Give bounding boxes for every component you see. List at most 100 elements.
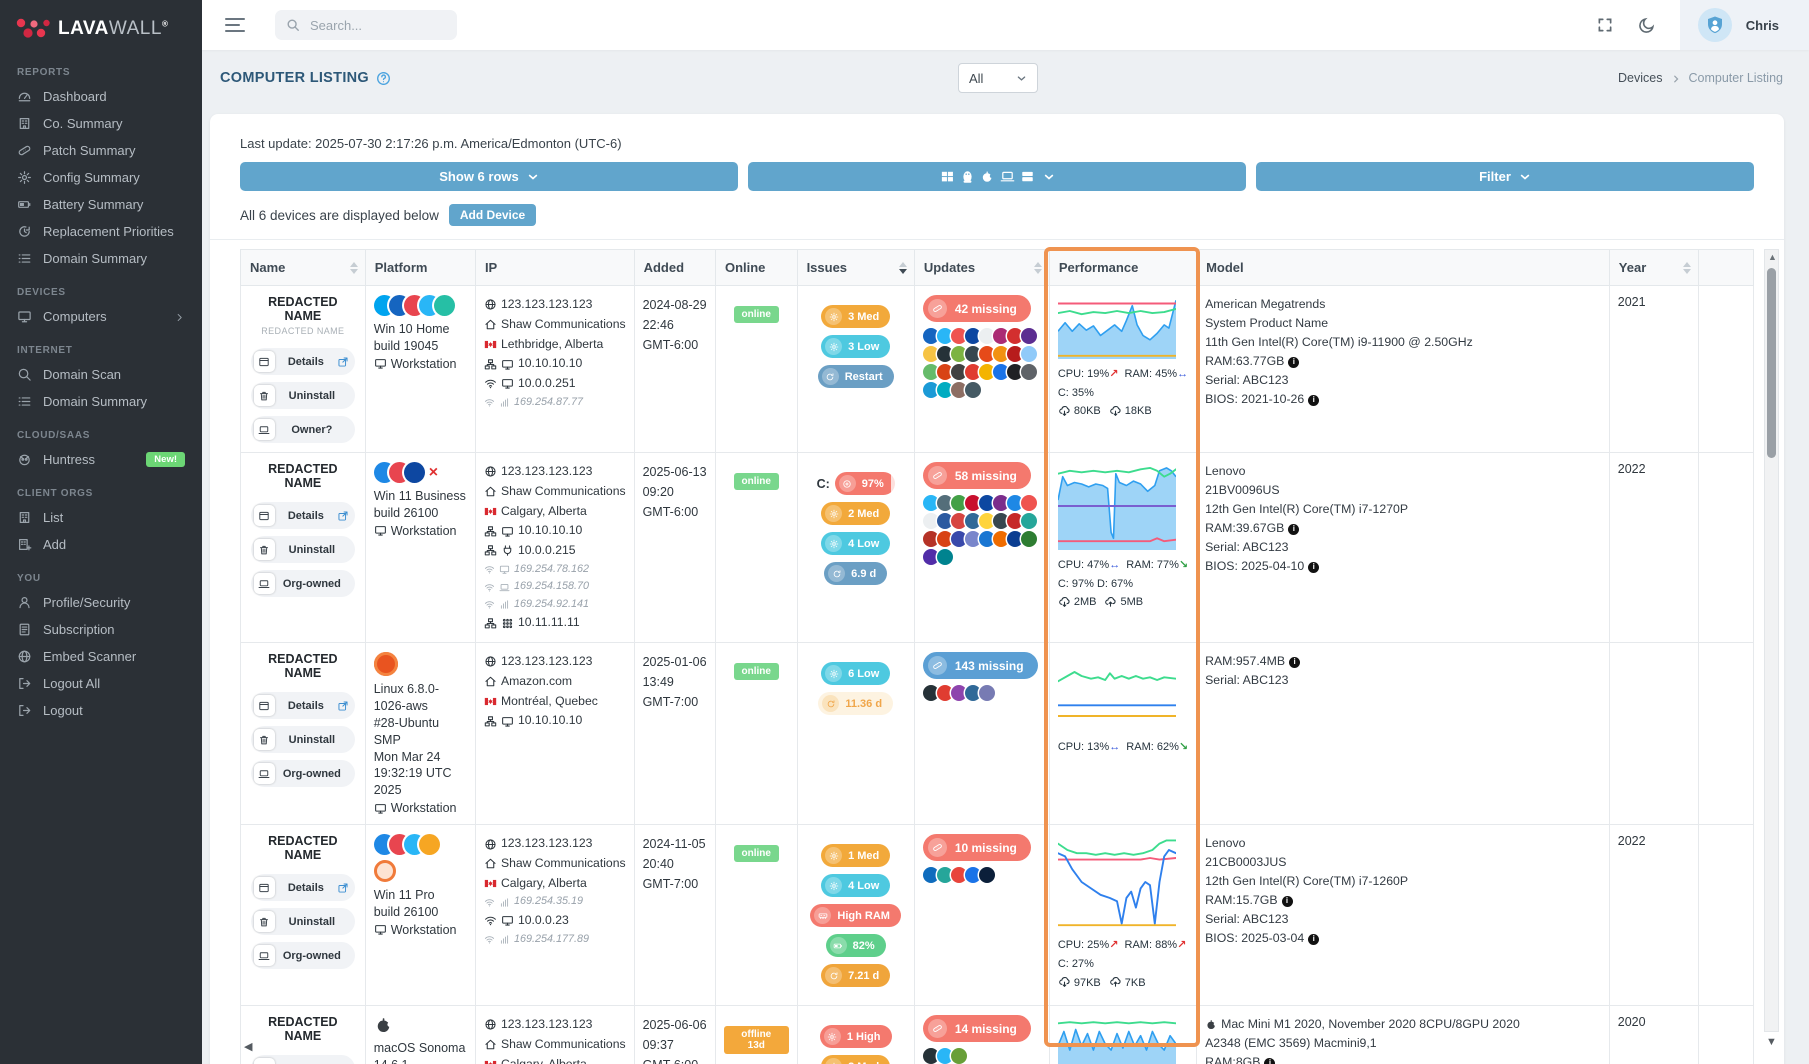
org-owned-button[interactable]: Org-owned bbox=[250, 570, 355, 597]
sidebar-item-domain-summary[interactable]: Domain Summary bbox=[0, 388, 202, 415]
info-icon[interactable]: i bbox=[1281, 896, 1293, 907]
sidebar-item-subscription[interactable]: Subscription bbox=[0, 616, 202, 643]
updates-missing-badge[interactable]: 10 missing bbox=[922, 834, 1031, 862]
details-button[interactable]: Details bbox=[250, 502, 355, 529]
sidebar-item-logout-all[interactable]: Logout All bbox=[0, 670, 202, 697]
sidebar-item-config-summary[interactable]: Config Summary bbox=[0, 164, 202, 191]
issue-pill-6-low[interactable]: 6 Low bbox=[821, 662, 891, 686]
issue-pill-high-ram[interactable]: High RAM bbox=[810, 904, 901, 928]
sidebar-item-list[interactable]: List bbox=[0, 504, 202, 531]
sidebar-item-replacement-priorities[interactable]: Replacement Priorities bbox=[0, 218, 202, 245]
issue-pill-4-low[interactable]: 4 Low bbox=[821, 532, 891, 555]
issue-pill-restart[interactable]: Restart bbox=[817, 365, 894, 388]
sidebar-item-computers[interactable]: Computers bbox=[0, 303, 202, 330]
sort-icons[interactable] bbox=[349, 261, 358, 274]
ip-line: 123.123.123.123 bbox=[484, 834, 626, 854]
column-header-model[interactable]: Model bbox=[1196, 249, 1610, 286]
column-header-added[interactable]: Added bbox=[633, 249, 716, 286]
updates-missing-badge[interactable]: 143 missing bbox=[922, 652, 1038, 680]
search-input[interactable] bbox=[308, 16, 438, 34]
fullscreen-icon[interactable] bbox=[1596, 16, 1614, 34]
issue-pill-1-med[interactable]: 1 Med bbox=[821, 844, 891, 868]
external-link-icon[interactable] bbox=[337, 881, 349, 895]
issue-pill-6-9-d[interactable]: 6.9 d bbox=[824, 562, 888, 585]
user-menu[interactable]: Chris bbox=[1679, 0, 1809, 50]
external-link-icon[interactable] bbox=[337, 355, 349, 369]
show-rows-button[interactable]: Show 6 rows bbox=[240, 162, 738, 191]
uninstall-button[interactable]: Uninstall bbox=[250, 382, 355, 409]
column-header-year[interactable]: Year bbox=[1608, 249, 1699, 286]
info-icon[interactable]: i bbox=[1264, 1057, 1276, 1064]
external-link-icon[interactable] bbox=[337, 699, 349, 713]
column-header-empty[interactable] bbox=[1697, 249, 1755, 286]
column-header-performance[interactable]: Performance bbox=[1048, 249, 1198, 286]
scroll-left-arrow[interactable]: ◀ bbox=[244, 1041, 253, 1053]
sort-icons[interactable] bbox=[1033, 261, 1042, 274]
scroll-up-arrow[interactable]: ▲ bbox=[1768, 252, 1777, 262]
breadcrumb-devices[interactable]: Devices bbox=[1618, 71, 1663, 85]
plug-icon bbox=[503, 545, 512, 557]
details-button[interactable]: Details bbox=[250, 874, 355, 902]
sidebar-item-dashboard[interactable]: Dashboard bbox=[0, 83, 202, 110]
external-link-icon[interactable] bbox=[337, 509, 349, 523]
uninstall-button[interactable]: Uninstall bbox=[250, 726, 355, 754]
issue-pill-2-med[interactable]: 2 Med bbox=[821, 1055, 891, 1064]
scrollbar-thumb[interactable] bbox=[1767, 268, 1776, 458]
uninstall-button[interactable]: Uninstall bbox=[250, 536, 355, 563]
info-icon[interactable]: i bbox=[1289, 656, 1301, 668]
hamburger-menu-icon[interactable] bbox=[225, 14, 245, 36]
filter-all-select[interactable]: All bbox=[958, 63, 1038, 93]
issue-pill-7-21-d[interactable]: 7.21 d bbox=[821, 964, 891, 988]
dark-mode-moon-icon[interactable] bbox=[1638, 16, 1656, 34]
column-header-online[interactable]: Online bbox=[714, 249, 798, 286]
vertical-scrollbar[interactable]: ▲ bbox=[1764, 249, 1779, 1032]
info-icon[interactable]: i bbox=[1308, 561, 1320, 573]
sidebar-item-domain-scan[interactable]: Domain Scan bbox=[0, 361, 202, 388]
column-header-name[interactable]: Name bbox=[240, 249, 366, 286]
sidebar-item-logout[interactable]: Logout bbox=[0, 697, 202, 724]
sidebar-item-patch-summary[interactable]: Patch Summary bbox=[0, 137, 202, 164]
info-icon[interactable]: i bbox=[1308, 394, 1320, 406]
column-header-ip[interactable]: IP bbox=[474, 249, 635, 286]
sort-icons[interactable] bbox=[1682, 261, 1691, 274]
column-header-platform[interactable]: Platform bbox=[364, 249, 476, 286]
sidebar-item-battery-summary[interactable]: Battery Summary bbox=[0, 191, 202, 218]
sidebar-item-profile-security[interactable]: Profile/Security bbox=[0, 589, 202, 616]
issue-pill-11-36-d[interactable]: 11.36 d bbox=[818, 692, 894, 716]
org-owned-button[interactable]: Org-owned bbox=[250, 942, 355, 970]
issue-pill-82[interactable]: 82% bbox=[825, 934, 886, 958]
search-box[interactable] bbox=[275, 10, 457, 40]
info-icon[interactable]: i bbox=[1288, 356, 1300, 368]
info-icon[interactable]: i bbox=[1308, 934, 1320, 946]
sidebar-item-huntress[interactable]: Huntress New! bbox=[0, 446, 202, 473]
sidebar-item-add[interactable]: Add bbox=[0, 531, 202, 558]
sidebar-item-domain-summary[interactable]: Domain Summary bbox=[0, 245, 202, 272]
add-device-button[interactable]: Add Device bbox=[448, 204, 537, 226]
scroll-down-arrow[interactable]: ▼ bbox=[1766, 1036, 1777, 1048]
column-header-updates[interactable]: Updates bbox=[913, 249, 1050, 286]
issue-pill-2-med[interactable]: 2 Med bbox=[821, 502, 891, 525]
updates-missing-badge[interactable]: 58 missing bbox=[922, 462, 1031, 489]
details-button[interactable]: Details bbox=[250, 1055, 355, 1064]
help-icon[interactable] bbox=[376, 70, 391, 86]
details-button[interactable]: Details bbox=[250, 348, 355, 375]
issue-pill-4-low[interactable]: 4 Low bbox=[821, 874, 891, 898]
column-header-issues[interactable]: Issues bbox=[796, 249, 915, 286]
lavawall-logo[interactable]: LAVAWALL® bbox=[0, 0, 202, 52]
issue-pill-1-high[interactable]: 1 High bbox=[819, 1025, 892, 1049]
filter-button[interactable]: Filter bbox=[1256, 162, 1754, 191]
org-owned-button[interactable]: Org-owned bbox=[250, 760, 355, 788]
sort-icons[interactable] bbox=[898, 261, 907, 274]
details-button[interactable]: Details bbox=[250, 692, 355, 720]
issue-pill-97[interactable]: 97% bbox=[834, 472, 895, 495]
uninstall-button[interactable]: Uninstall bbox=[250, 908, 355, 936]
sidebar-item-co-summary[interactable]: Co. Summary bbox=[0, 110, 202, 137]
updates-missing-badge[interactable]: 14 missing bbox=[922, 1015, 1031, 1043]
issue-pill-3-low[interactable]: 3 Low bbox=[821, 335, 891, 358]
issue-pill-3-med[interactable]: 3 Med bbox=[821, 305, 891, 328]
info-icon[interactable]: i bbox=[1288, 523, 1300, 535]
platform-filter-button[interactable] bbox=[748, 162, 1246, 191]
sidebar-item-embed-scanner[interactable]: Embed Scanner bbox=[0, 643, 202, 670]
owner-button[interactable]: Owner? bbox=[250, 416, 355, 443]
updates-missing-badge[interactable]: 42 missing bbox=[922, 295, 1031, 322]
